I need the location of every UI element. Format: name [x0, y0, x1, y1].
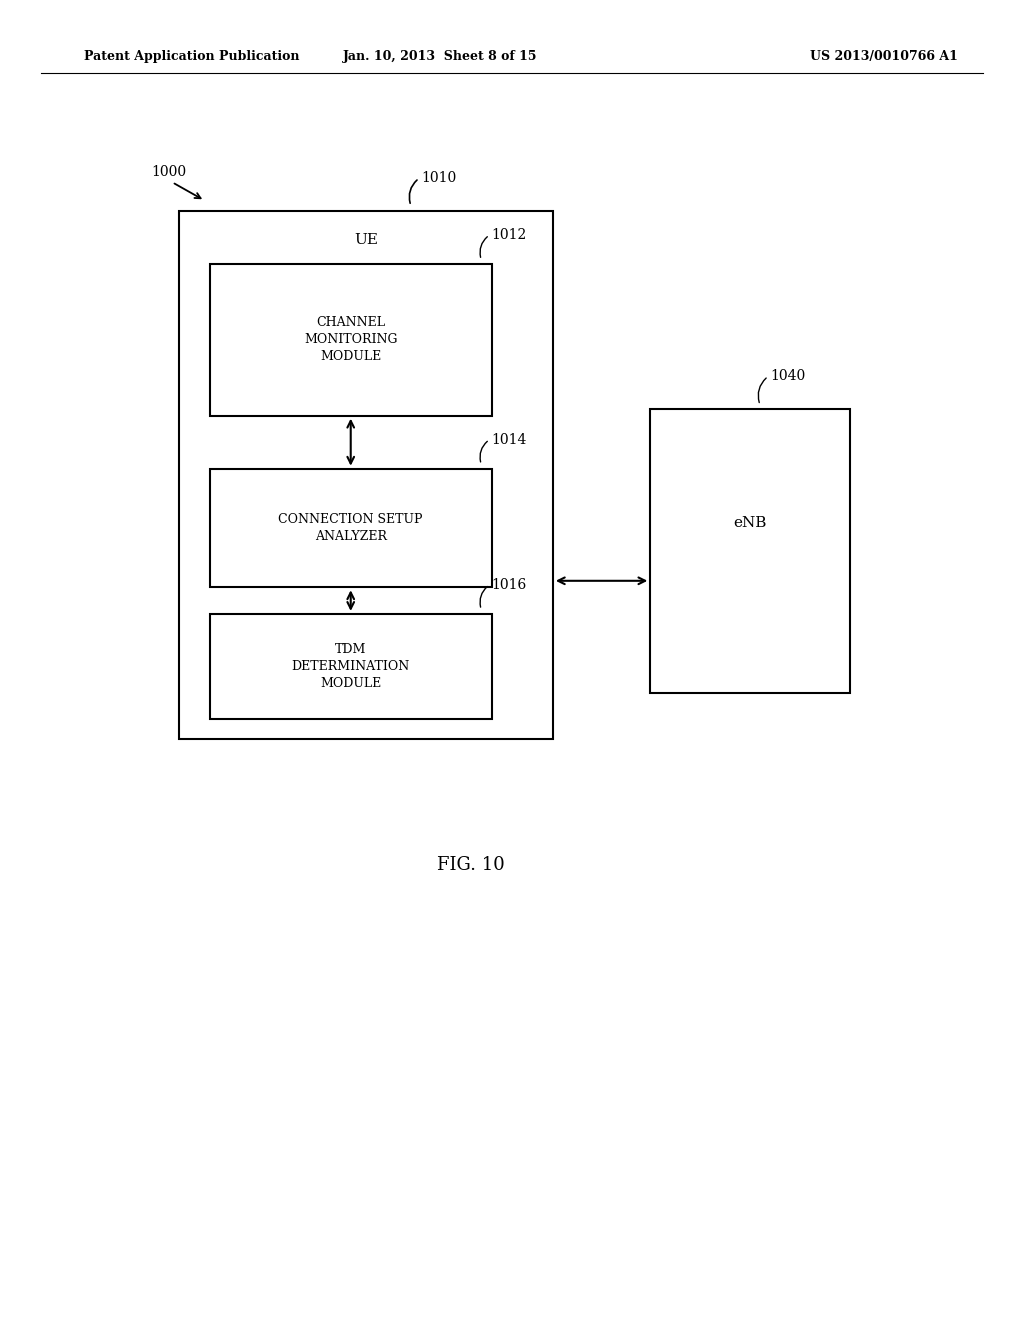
Text: 1014: 1014: [492, 433, 527, 446]
Text: Patent Application Publication: Patent Application Publication: [84, 50, 299, 63]
Text: 1016: 1016: [492, 578, 526, 591]
Bar: [179, 211, 553, 739]
Text: 1010: 1010: [421, 172, 457, 185]
Text: Jan. 10, 2013  Sheet 8 of 15: Jan. 10, 2013 Sheet 8 of 15: [343, 50, 538, 63]
Bar: [210, 264, 492, 416]
Bar: [210, 469, 492, 587]
Bar: [650, 409, 850, 693]
Text: 1012: 1012: [492, 228, 526, 242]
Text: US 2013/0010766 A1: US 2013/0010766 A1: [810, 50, 957, 63]
Text: CHANNEL
MONITORING
MODULE: CHANNEL MONITORING MODULE: [304, 317, 397, 363]
Text: UE: UE: [354, 234, 378, 247]
Text: FIG. 10: FIG. 10: [437, 855, 505, 874]
Bar: [210, 614, 492, 719]
Text: TDM
DETERMINATION
MODULE: TDM DETERMINATION MODULE: [292, 643, 410, 690]
Text: 1040: 1040: [770, 370, 806, 383]
Text: eNB: eNB: [733, 516, 767, 529]
Text: CONNECTION SETUP
ANALYZER: CONNECTION SETUP ANALYZER: [279, 513, 423, 543]
Text: 1000: 1000: [152, 165, 186, 178]
